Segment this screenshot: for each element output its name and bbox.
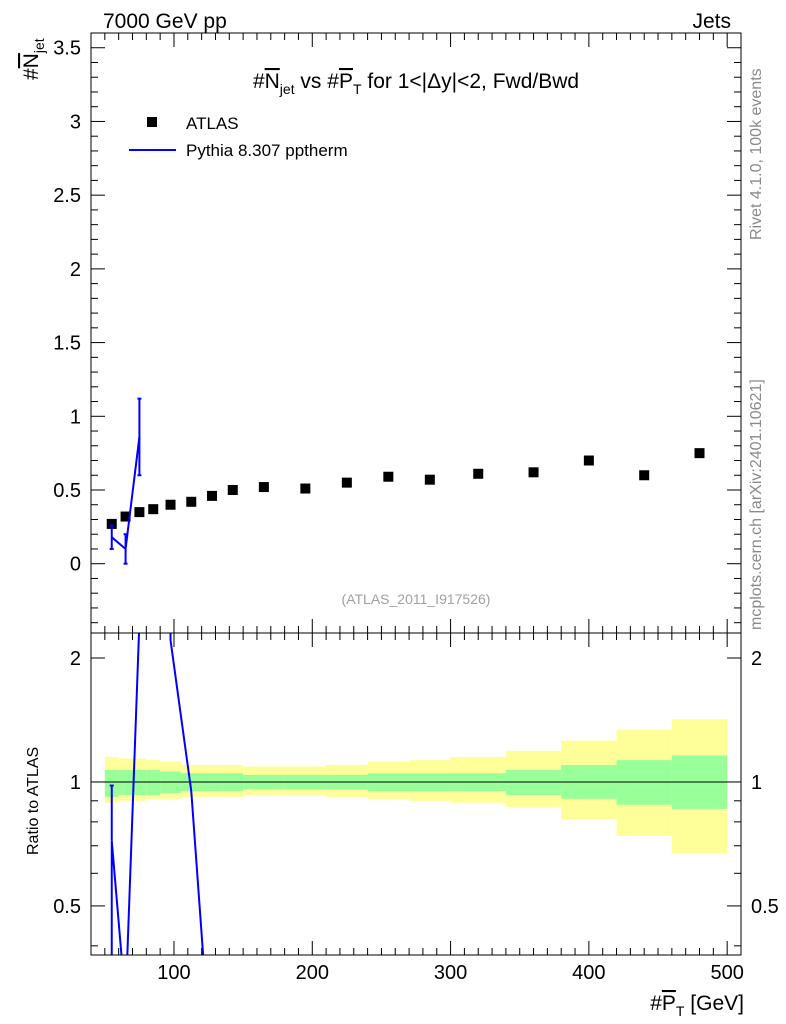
atlas-data-point — [694, 448, 705, 459]
atlas-data-point — [207, 490, 218, 501]
ratio-ylabel: Ratio to ATLAS — [25, 747, 42, 855]
ratio-xtick-label: 300 — [434, 962, 467, 984]
rivet-label: Rivet 4.1.0, 100k events — [748, 68, 765, 240]
atlas-data-point — [341, 477, 352, 488]
ratio-xtick-label: 400 — [572, 962, 605, 984]
atlas-data-point — [134, 507, 145, 518]
main-axis-ticks: 0 0.5 1 1.5 2 2.5 3 3.5 — [53, 33, 741, 633]
atlas-data-point — [120, 511, 131, 522]
atlas-data-point — [583, 455, 594, 466]
legend: ATLAS Pythia 8.307 pptherm — [129, 114, 348, 160]
ratio-ytick-label-right: 0.5 — [751, 896, 779, 918]
atlas-data-point — [186, 496, 197, 507]
atlas-data-point — [148, 504, 159, 515]
ratio-axis-ticks: 100 200 300 400 500 0.5 0.5 1 1 2 2 — [53, 633, 779, 984]
ratio-xtick-label: 100 — [157, 962, 190, 984]
main-ytick-label: 0.5 — [53, 480, 81, 502]
ratio-stat-band — [104, 769, 119, 797]
atlas-data-point — [300, 483, 311, 494]
ratio-ytick-label-right: 2 — [751, 648, 762, 670]
process-label: Jets — [692, 10, 731, 33]
atlas-data-point — [106, 518, 117, 529]
atlas-data-point — [165, 499, 176, 510]
ratio-stat-band — [616, 760, 672, 805]
main-ytick-label: 1.5 — [53, 333, 81, 355]
legend-data-label: ATLAS — [186, 114, 239, 133]
legend-data-marker — [147, 117, 157, 127]
ratio-pythia-line — [110, 633, 205, 955]
ratio-ytick-label-right: 1 — [751, 772, 762, 794]
atlas-data-point — [383, 471, 394, 482]
atlas-data-point — [473, 468, 484, 479]
main-ytick-label: 1 — [70, 406, 81, 428]
ratio-frame — [90, 632, 742, 956]
collision-label: 7000 GeV pp — [103, 10, 227, 33]
ratio-bands — [104, 719, 728, 854]
ratio-panel: 100 200 300 400 500 0.5 0.5 1 1 2 2 Ratio to ATLAS… — [25, 632, 779, 1019]
main-ytick-label: 2.5 — [53, 185, 81, 207]
main-ytick-label: 3.5 — [53, 38, 81, 60]
ratio-xtick-label: 200 — [296, 962, 329, 984]
atlas-data-point — [258, 482, 269, 493]
main-marks — [106, 397, 705, 565]
ratio-xtick-label: 500 — [710, 962, 743, 984]
main-ytick-label: 2 — [70, 259, 81, 281]
ratio-ytick-label-left: 2 — [70, 648, 81, 670]
main-watermark: (ATLAS_2011_I917526) — [342, 591, 491, 607]
pythia-line — [111, 436, 141, 551]
ratio-xlabel: #PT [GeV] — [650, 992, 744, 1019]
atlas-data-point — [528, 467, 539, 478]
legend-mc-label: Pythia 8.307 pptherm — [186, 141, 348, 160]
main-ytick-label: 0 — [70, 554, 81, 576]
ratio-marks — [109, 633, 205, 955]
main-panel: (ATLAS_2011_I917526) 0 0.5 1 1.5 2 2.5 3 3.5 #N… — [20, 32, 742, 634]
main-ytick-label: 3 — [70, 111, 81, 133]
ratio-ytick-label-left: 1 — [70, 772, 81, 794]
atlas-data-point — [424, 474, 435, 485]
atlas-data-point — [227, 485, 238, 496]
mcplots-label: mcplots.cern.ch [arXiv:2401.10621] — [748, 379, 765, 630]
atlas-data-point — [639, 470, 650, 481]
main-title: #Njet vs #PT for 1<|Δy|<2, Fwd/Bwd — [253, 70, 579, 97]
ratio-ytick-label-left: 0.5 — [53, 896, 81, 918]
main-ylabel: #Njet — [20, 38, 47, 80]
